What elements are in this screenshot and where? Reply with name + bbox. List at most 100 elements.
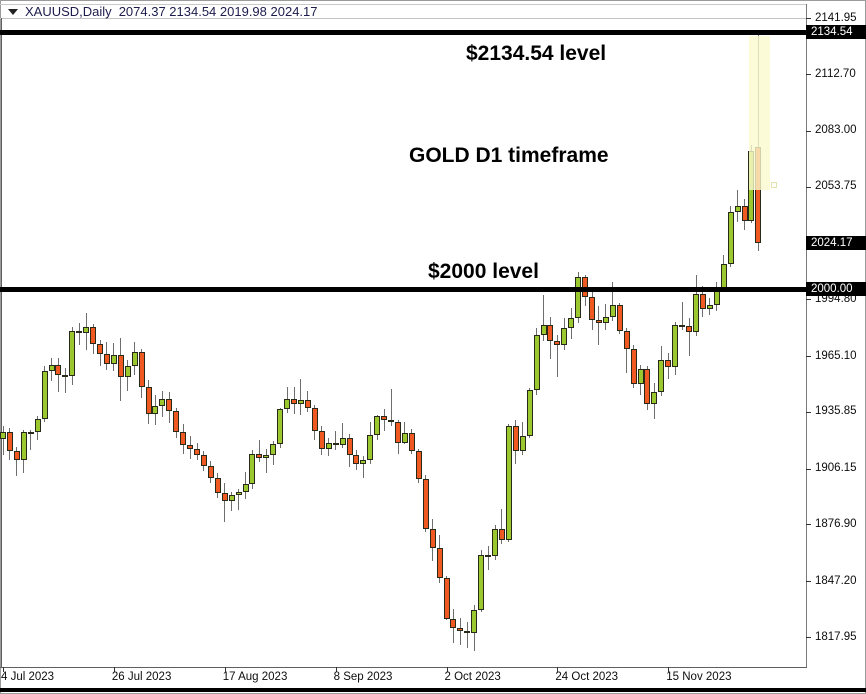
price-tick-label: 2141.95 xyxy=(815,11,857,24)
candle-wick xyxy=(466,622,468,648)
candle-body xyxy=(291,399,298,405)
price-tick-label: 1906.15 xyxy=(815,462,857,475)
date-tick-mark xyxy=(3,667,4,672)
level-line-2000.00[interactable] xyxy=(0,286,806,292)
candle-wick xyxy=(335,431,337,450)
date-label: 2 Oct 2023 xyxy=(444,671,501,683)
candle-body xyxy=(41,370,48,419)
candle-wick xyxy=(224,483,226,522)
candle-body xyxy=(422,479,429,529)
candle-wick xyxy=(598,305,600,346)
candle-body xyxy=(741,205,748,221)
candle-wick xyxy=(238,488,240,511)
price-tick-label: 1847.20 xyxy=(815,574,857,587)
candle-body xyxy=(297,399,304,405)
candle-body xyxy=(124,366,131,377)
candle-wick xyxy=(501,508,503,545)
candle-body xyxy=(131,352,138,367)
annotation-2000-level[interactable]: $2000 level xyxy=(428,260,539,283)
candle-body xyxy=(69,330,76,376)
candle-body xyxy=(207,466,214,478)
candle-body xyxy=(263,455,270,458)
candle-body xyxy=(152,405,159,415)
candle-body xyxy=(616,304,623,331)
plot-top-border xyxy=(0,4,806,5)
date-label: 26 Jul 2023 xyxy=(111,671,172,683)
candle-body xyxy=(727,211,734,264)
candle-body xyxy=(166,398,173,411)
candle-body xyxy=(138,352,145,387)
symbol-dropdown-icon[interactable] xyxy=(8,8,18,15)
date-label: 15 Nov 2023 xyxy=(666,671,732,683)
candle-body xyxy=(110,355,117,365)
candle-body xyxy=(519,436,526,451)
price-tick-mark xyxy=(806,411,811,413)
candle-body xyxy=(602,317,609,323)
candle-body xyxy=(367,434,374,460)
candle-body xyxy=(464,630,471,633)
candle-body xyxy=(62,374,69,377)
candle-body xyxy=(415,450,422,480)
candle-body xyxy=(609,304,616,318)
candle-body xyxy=(311,407,318,431)
candle-body xyxy=(679,324,686,327)
annotation-gold-d1[interactable]: GOLD D1 timeframe xyxy=(409,144,609,167)
date-label: 8 Sep 2023 xyxy=(333,671,393,683)
candle-body xyxy=(498,529,505,540)
candle-wick xyxy=(362,456,364,478)
candle-body xyxy=(318,430,325,449)
candle-body xyxy=(734,205,741,212)
candle-body xyxy=(346,437,353,455)
candle-body xyxy=(332,442,339,445)
candle-body xyxy=(180,431,187,446)
candle-body xyxy=(277,409,284,444)
candle-body xyxy=(381,416,388,420)
candle-body xyxy=(401,432,408,443)
candle-wick xyxy=(30,429,32,450)
candle-body xyxy=(6,431,13,452)
candle-body xyxy=(200,454,207,467)
annotation-2134-level[interactable]: $2134.54 level xyxy=(466,42,607,65)
candle-body xyxy=(194,449,201,455)
candle-body xyxy=(97,343,104,355)
date-tick-mark xyxy=(335,667,337,672)
date-label: 17 Aug 2023 xyxy=(222,671,288,683)
highlight-band[interactable] xyxy=(749,36,770,191)
candle-body xyxy=(561,327,568,345)
candle-body xyxy=(173,411,180,432)
level-line-2134.54[interactable] xyxy=(0,29,806,35)
candle-body xyxy=(699,293,706,310)
candle-body xyxy=(540,324,547,336)
candle-wick xyxy=(265,449,267,474)
candle-body xyxy=(304,399,311,408)
level-badge-2000.00: 2000.00 xyxy=(806,282,866,297)
price-tick-label: 2083.00 xyxy=(815,124,857,137)
candle-body xyxy=(623,330,630,350)
highlight-band-handle[interactable] xyxy=(771,182,777,189)
candle-body xyxy=(353,454,360,464)
candle-body xyxy=(672,324,679,367)
candle-body xyxy=(325,442,332,449)
date-label: 4 Jul 2023 xyxy=(1,671,55,683)
candle-body xyxy=(665,360,672,367)
candle-wick xyxy=(612,281,614,321)
candle-wick xyxy=(383,409,385,432)
candle-body xyxy=(20,432,27,461)
chart-header: XAUUSD,Daily 2074.37 2134.54 2019.98 202… xyxy=(8,4,318,19)
date-tick-mark xyxy=(668,667,670,672)
candle-wick xyxy=(543,294,545,342)
price-tick-label: 1935.85 xyxy=(815,405,857,418)
candle-body xyxy=(630,349,637,385)
candle-body xyxy=(706,305,713,310)
candle-wick xyxy=(390,389,392,427)
candle-body xyxy=(395,422,401,443)
candle-body xyxy=(637,368,644,385)
candle-body xyxy=(242,484,249,492)
plot-left-border xyxy=(1,18,2,667)
candle-body xyxy=(117,355,124,377)
candle-body xyxy=(55,364,62,375)
